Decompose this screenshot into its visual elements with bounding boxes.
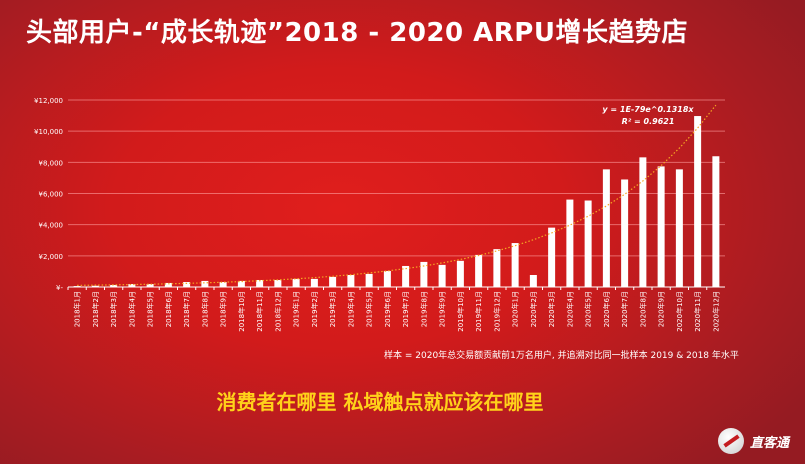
x-tick-label: 2019年7月 — [401, 291, 410, 327]
bar — [493, 249, 501, 287]
y-tick-label: ¥2,000 — [39, 253, 64, 261]
x-tick-label: 2018年12月 — [273, 291, 282, 332]
bar — [383, 270, 391, 287]
y-tick-label: ¥8,000 — [39, 159, 64, 167]
y-tick-label: ¥6,000 — [39, 191, 64, 199]
bar — [219, 282, 227, 287]
bar — [91, 285, 99, 287]
logo-text: 直客通 — [750, 435, 790, 451]
x-tick-label: 2019年9月 — [438, 291, 447, 327]
trend-r2: R² = 0.9621 — [622, 117, 675, 126]
y-tick-label: ¥12,000 — [34, 97, 63, 105]
x-tick-label: 2018年7月 — [182, 291, 191, 327]
bar — [529, 275, 537, 287]
x-tick-label: 2018年6月 — [164, 291, 173, 327]
x-tick-label: 2019年2月 — [310, 291, 319, 327]
bar — [237, 280, 245, 287]
bar — [657, 166, 665, 287]
x-tick-label: 2019年1月 — [292, 291, 301, 327]
arpu-bar-chart: ¥- ¥2,000 ¥4,000 ¥6,000 ¥8,000 ¥10,000 ¥12,000… — [34, 97, 725, 332]
x-tick-label: 2018年10月 — [237, 291, 246, 332]
bar — [475, 254, 483, 287]
trendline — [77, 104, 717, 286]
bar — [584, 200, 592, 287]
x-tick-label: 2020年1月 — [511, 291, 520, 327]
bar — [73, 286, 81, 287]
x-tick-label: 2019年10月 — [456, 291, 465, 332]
x-tick-label: 2018年2月 — [91, 291, 100, 327]
bar — [420, 261, 428, 287]
y-tick-label: ¥10,000 — [34, 128, 63, 136]
bar — [310, 278, 318, 287]
x-tick-label: 2020年5月 — [584, 291, 593, 327]
x-tick-label: 2019年12月 — [492, 291, 501, 332]
bar — [621, 179, 629, 287]
sample-note: 样本 = 2020年总交易额贡献前1万名用户, 并追溯对比同一批样本 2019 … — [384, 351, 739, 361]
bar — [456, 260, 464, 287]
x-tick-label: 2020年6月 — [602, 291, 611, 327]
bar — [201, 280, 209, 287]
page-title: 头部用户-“成长轨迹”2018 - 2020 ARPU增长趋势店 — [26, 18, 688, 48]
bar — [329, 276, 337, 287]
bar — [292, 278, 300, 287]
bar — [602, 169, 610, 287]
x-tick-label: 2019年6月 — [383, 291, 392, 327]
bar — [511, 243, 519, 287]
bar — [274, 279, 282, 287]
logo: 直客通 — [718, 428, 789, 454]
bar — [146, 284, 154, 287]
x-tick-label: 2020年9月 — [657, 291, 666, 327]
bar — [183, 282, 191, 287]
x-tick-label: 2020年10月 — [675, 291, 684, 332]
x-tick-label: 2019年4月 — [346, 291, 355, 327]
y-tick-label: ¥- — [56, 284, 63, 292]
x-tick-label: 2018年1月 — [73, 291, 82, 327]
bar — [438, 264, 446, 287]
x-tick-label: 2018年4月 — [127, 291, 136, 327]
x-tick-label: 2018年5月 — [146, 291, 155, 327]
x-tick-label: 2020年2月 — [529, 291, 538, 327]
x-tick-label: 2018年11月 — [255, 291, 264, 332]
x-tick-label: 2020年12月 — [711, 291, 720, 332]
x-tick-label: 2020年11月 — [693, 291, 702, 332]
x-tick-label: 2020年3月 — [547, 291, 556, 327]
x-tick-label: 2018年8月 — [200, 291, 209, 327]
bar — [712, 156, 720, 287]
y-tick-label: ¥4,000 — [39, 222, 64, 230]
bar — [402, 265, 410, 287]
bar — [548, 227, 556, 287]
x-tick-label: 2020年8月 — [638, 291, 647, 327]
bar — [128, 284, 136, 287]
x-tick-label: 2019年5月 — [365, 291, 374, 327]
bar — [256, 279, 264, 287]
x-tick-label: 2020年7月 — [620, 291, 629, 327]
trend-equation: y = 1E-79e^0.1318x — [602, 105, 694, 114]
x-tick-label: 2019年11月 — [474, 291, 483, 332]
x-tick-label: 2018年3月 — [109, 291, 118, 327]
bar — [110, 284, 118, 287]
x-tick-label: 2020年4月 — [565, 291, 574, 327]
bar — [694, 116, 702, 287]
x-tick-label: 2019年8月 — [419, 291, 428, 327]
logo-mark-icon — [718, 428, 744, 454]
tagline: 消费者在哪里 私域触点就应该在哪里 — [216, 390, 544, 414]
bar — [347, 275, 355, 287]
bar — [675, 169, 683, 287]
bar — [164, 282, 172, 287]
bar — [365, 273, 373, 287]
x-tick-label: 2019年3月 — [328, 291, 337, 327]
bar — [566, 199, 574, 287]
bar — [639, 157, 647, 287]
x-tick-label: 2018年9月 — [219, 291, 228, 327]
